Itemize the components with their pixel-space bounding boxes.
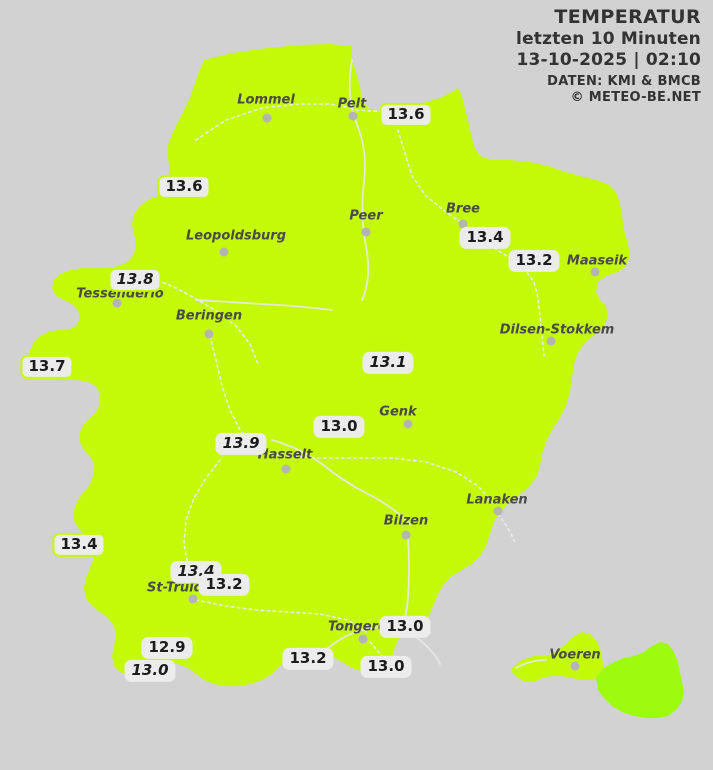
- voeren-exclave-east: [596, 642, 684, 718]
- city-dot: [204, 329, 214, 339]
- city-label: Beringen: [175, 308, 243, 324]
- city-dot: [262, 113, 272, 123]
- header-copyright: © METEO-BE.NET: [570, 89, 701, 105]
- header-datetime: 13-10-2025 | 02:10: [516, 49, 701, 70]
- city-label: Maaseik: [566, 253, 628, 269]
- city-dot: [358, 634, 368, 644]
- temperature-label: 13.0: [360, 655, 412, 679]
- city-label: Bilzen: [383, 513, 429, 529]
- header-source: DATEN: KMI & BMCB: [547, 73, 701, 89]
- city-dot: [546, 336, 556, 346]
- header-subtitle: letzten 10 Minuten: [516, 29, 701, 50]
- temperature-label: 13.2: [508, 249, 560, 273]
- temperature-label: 13.8: [108, 267, 162, 293]
- temperature-label: 13.9: [215, 432, 267, 456]
- city-dot: [493, 506, 503, 516]
- city-dot: [112, 298, 122, 308]
- city-dot: [590, 267, 600, 277]
- temperature-label: 13.2: [198, 573, 250, 597]
- temperature-label: 13.2: [282, 647, 334, 671]
- city-label: Voeren: [549, 647, 601, 663]
- temperature-label: 13.4: [459, 226, 511, 250]
- city-dot: [348, 111, 358, 121]
- temperature-label: 13.0: [379, 615, 431, 639]
- city-label: Bree: [446, 201, 480, 217]
- city-dot: [219, 247, 229, 257]
- temperature-label: 13.6: [157, 174, 211, 200]
- city-label: Peer: [349, 208, 383, 224]
- city-label: Tongeren: [328, 619, 396, 635]
- voeren-exclave-west: [512, 632, 604, 682]
- city-label: Lanaken: [466, 492, 528, 508]
- city-dot: [458, 219, 468, 229]
- city-label: Dilsen-Stokkem: [499, 322, 615, 338]
- header-title: TEMPERATUR: [554, 6, 701, 28]
- city-label: Leopoldsburg: [185, 228, 287, 244]
- temperature-label: 12.9: [141, 636, 193, 660]
- city-dot: [361, 227, 371, 237]
- city-label: Hasselt: [257, 447, 313, 463]
- city-dot: [188, 594, 198, 604]
- temperature-label: 13.1: [362, 351, 414, 375]
- city-dot: [570, 661, 580, 671]
- province-limburg-shape: [30, 44, 630, 686]
- header-block: TEMPERATUR letzten 10 Minuten 13-10-2025…: [516, 6, 701, 105]
- temperature-label: 13.6: [379, 102, 433, 128]
- city-dot: [403, 419, 413, 429]
- temperature-label: 13.0: [313, 415, 365, 439]
- temperature-label: 13.4: [52, 532, 106, 558]
- city-label: Genk: [379, 404, 417, 420]
- temperature-label: 13.0: [124, 659, 176, 683]
- city-dot: [401, 530, 411, 540]
- city-label: Lommel: [237, 92, 295, 108]
- city-dot: [281, 464, 291, 474]
- temperature-label: 13.7: [20, 354, 74, 380]
- city-label: Pelt: [337, 96, 367, 112]
